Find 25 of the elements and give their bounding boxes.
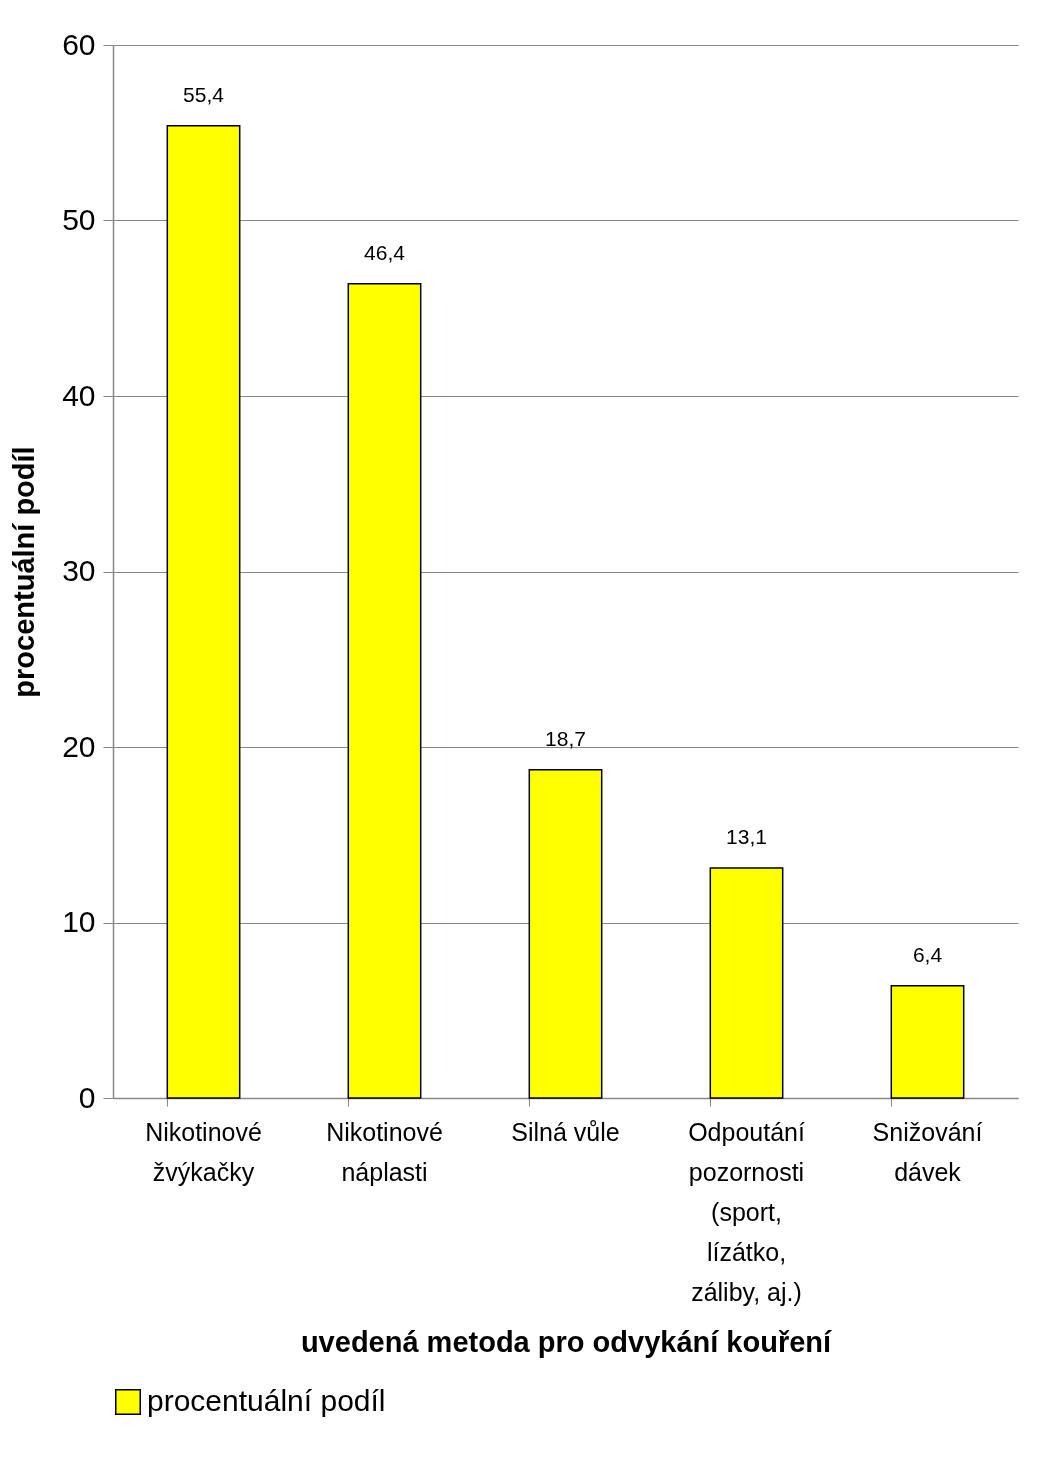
y-axis-title: procentuální podíl [8, 446, 41, 698]
x-tick-label: Nikotinové žvýkačky [145, 1117, 262, 1186]
y-tick-label: 0 [78, 1080, 96, 1114]
bar [890, 984, 965, 1099]
bar [347, 282, 422, 1099]
x-tick-label: Snižování dávek [872, 1117, 983, 1186]
y-tick-label: 50 [62, 203, 96, 236]
bar [528, 769, 603, 1099]
data-label: 18,7 [545, 726, 586, 750]
legend-label: procentuální podíl [147, 1384, 386, 1417]
bar [166, 124, 241, 1099]
bar [709, 867, 784, 1099]
y-tick-label: 40 [62, 378, 96, 412]
y-tick-label: 10 [62, 905, 96, 938]
x-tick-label: Odpoutání pozornosti (sport, lízátko, záliby, aj.) [688, 1117, 805, 1306]
y-tick-label: 60 [62, 27, 96, 61]
data-label: 13,1 [726, 825, 767, 849]
y-tick-label: 30 [62, 554, 96, 587]
data-label: 6,4 [912, 942, 943, 966]
data-label: 46,4 [364, 240, 406, 264]
x-tick-label: Nikotinové náplasti [326, 1117, 443, 1186]
data-label: 55,4 [183, 82, 225, 106]
x-axis-title: uvedená metoda pro odvykání kouření [300, 1325, 833, 1358]
y-tick-label: 20 [62, 729, 96, 763]
x-tick-label: Silná vůle [511, 1117, 620, 1146]
